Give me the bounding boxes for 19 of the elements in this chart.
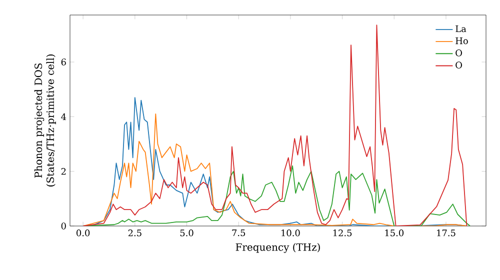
legend-label: O bbox=[456, 50, 462, 56]
x-tick-label: 7.5 bbox=[232, 230, 246, 236]
x-tick-label: 15.0 bbox=[385, 230, 404, 236]
x-tick-label: 2.5 bbox=[128, 230, 142, 236]
y-tick-label: 2 bbox=[61, 168, 66, 175]
y-tick-label: 4 bbox=[61, 113, 66, 120]
x-tick-label: 5.0 bbox=[180, 230, 194, 236]
y-axis-title: Phonon projected DOS (States/THz·primitive cell) bbox=[34, 54, 56, 186]
y-tick-label: 6 bbox=[61, 58, 66, 66]
legend-label: Ho bbox=[456, 38, 468, 44]
x-tick-label: 0.0 bbox=[76, 230, 90, 236]
y-tick-label: 0 bbox=[61, 222, 66, 230]
line-series bbox=[82, 24, 468, 226]
legend-label: La bbox=[456, 26, 466, 32]
x-axis-title: Frequency (THz) bbox=[236, 243, 320, 253]
x-tick-label: 12.5 bbox=[333, 230, 352, 236]
x-tick-label: 10.0 bbox=[282, 230, 300, 236]
x-tick-label: 17.5 bbox=[437, 230, 456, 236]
legend-label: O bbox=[456, 62, 462, 68]
